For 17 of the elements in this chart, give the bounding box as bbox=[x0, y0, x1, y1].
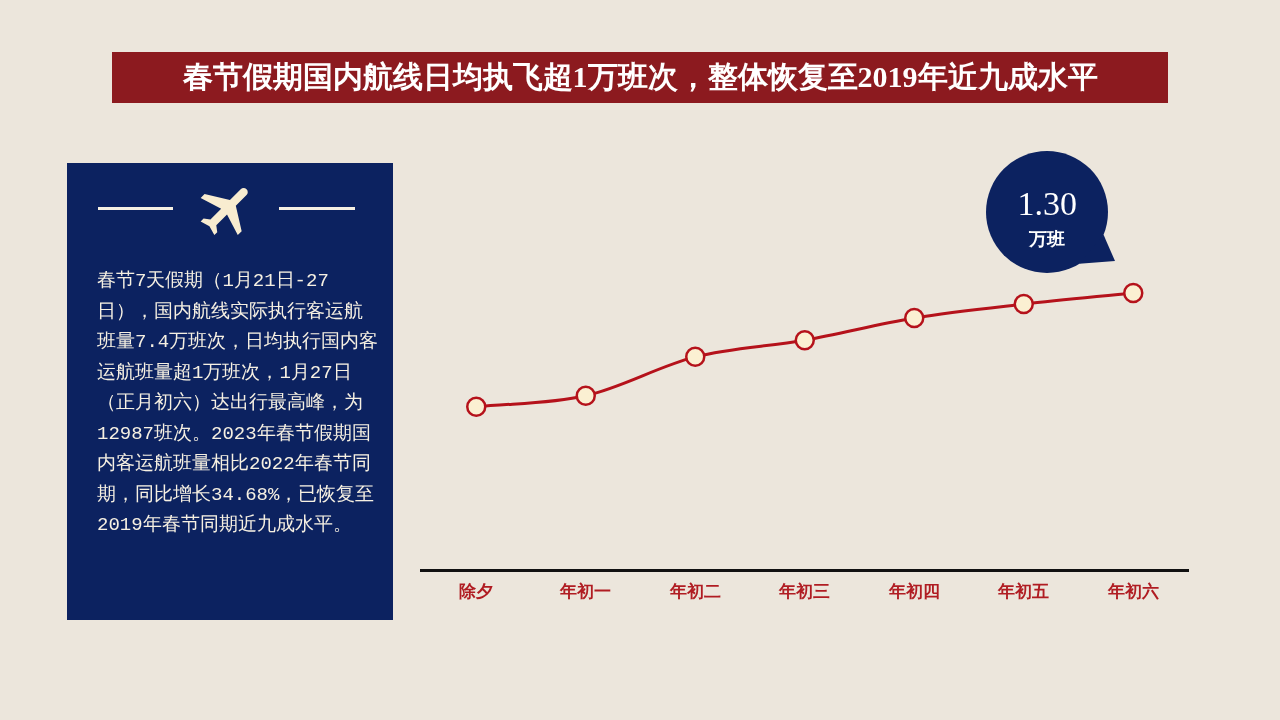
x-tick-label: 年初四 bbox=[887, 582, 940, 602]
point bbox=[1123, 282, 1144, 304]
point bbox=[1013, 293, 1034, 315]
chart-title: 春节假期国内航线日均执飞超1万班次，整体恢复至2019年近九成水平 bbox=[182, 59, 1098, 95]
x-tick-label: 年初二 bbox=[668, 582, 721, 602]
point bbox=[685, 346, 706, 368]
point bbox=[466, 396, 487, 418]
point bbox=[794, 329, 815, 351]
point bbox=[575, 385, 596, 406]
x-tick-label: 年初六 bbox=[1106, 582, 1159, 602]
x-tick-label: 年初一 bbox=[559, 582, 612, 602]
x-tick-label: 除夕 bbox=[459, 582, 494, 602]
annotation: 1.30 万班 bbox=[1016, 184, 1078, 251]
text: 春节7天假期（1月21日-27日），国内航线实际执行客运航班量7.4万班次，日均执行国内客运航班量超1万班次，1月27日（正月初六）达出行最高峰，为12987班次。2023年春节假期国内客运航班量相比2022年春节同期，同比增长34.68%，已恢复至2019年春节同期近九成水平。 bbox=[97, 270, 379, 536]
x-tick-label: 年初三 bbox=[778, 582, 831, 602]
x-tick-label: 年初五 bbox=[997, 582, 1050, 602]
point bbox=[904, 307, 925, 329]
